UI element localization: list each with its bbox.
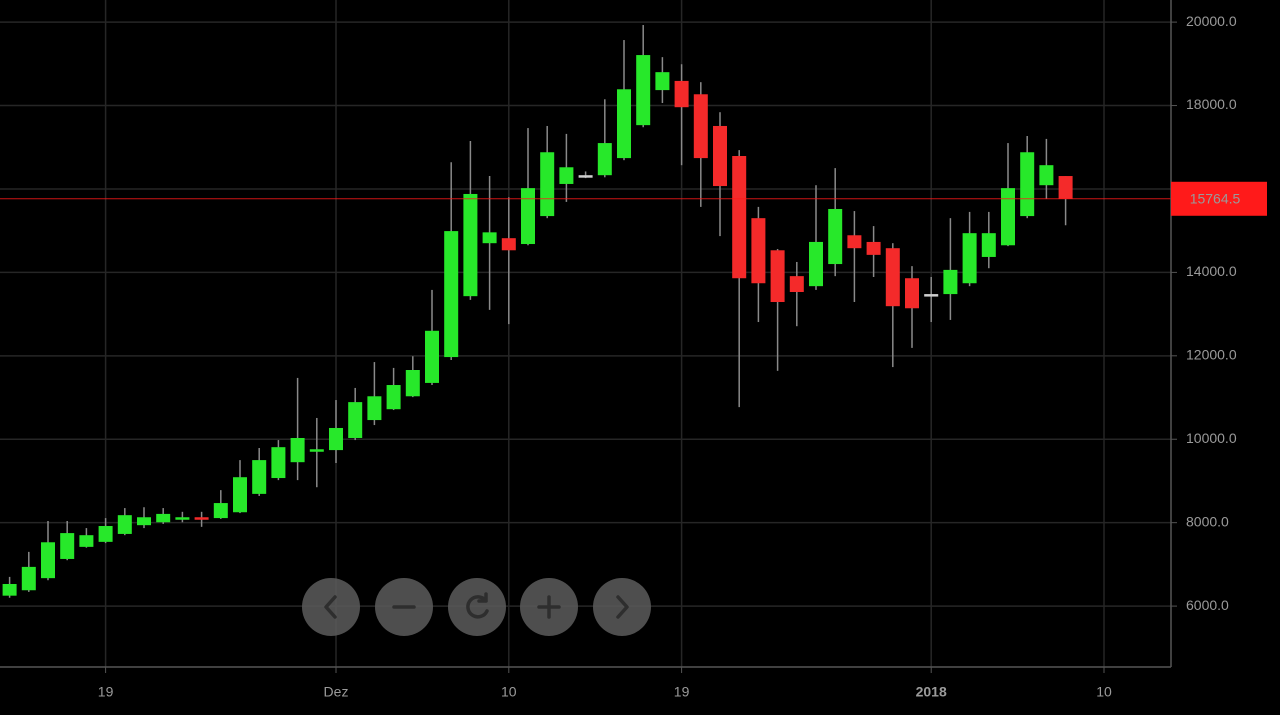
candle-body — [309, 449, 324, 452]
last-price-label: 15764.5 — [1190, 190, 1241, 206]
candle-body — [117, 515, 132, 534]
candle-body — [329, 427, 343, 451]
candle-body — [425, 330, 439, 383]
x-tick-label: Dez — [324, 684, 349, 700]
candle-body — [905, 278, 919, 309]
candle-body — [367, 396, 382, 421]
candle-body — [156, 513, 171, 523]
scroll-left-button[interactable] — [302, 578, 360, 636]
y-tick-label: 14000.0 — [1186, 263, 1237, 279]
candle-body — [809, 241, 823, 287]
candle-body — [233, 477, 247, 513]
y-tick-label: 6000.0 — [1186, 597, 1229, 613]
candle-body — [981, 233, 996, 257]
candle-body — [924, 294, 939, 297]
candle-body — [789, 276, 804, 292]
x-tick-label: 19 — [674, 684, 690, 700]
candle-body — [962, 233, 977, 284]
candle-body — [194, 517, 209, 520]
candle-body — [828, 208, 843, 265]
candle-body — [1001, 188, 1015, 246]
y-tick-label: 10000.0 — [1186, 430, 1237, 446]
candle-body — [751, 218, 766, 284]
y-tick-label: 20000.0 — [1186, 13, 1237, 29]
candle-body — [175, 517, 190, 520]
candle-body — [847, 235, 862, 249]
candle-body — [559, 167, 574, 184]
candle-body — [732, 156, 747, 279]
candles — [0, 25, 1171, 598]
candle-body — [482, 232, 497, 244]
candle-body — [463, 193, 478, 297]
candle-body — [636, 55, 651, 126]
candle-body — [444, 231, 459, 358]
candle-body — [98, 526, 113, 542]
y-tick-label: 18000.0 — [1186, 96, 1237, 112]
grid — [0, 0, 1171, 667]
candle-body — [137, 517, 151, 526]
y-tick-label: 12000.0 — [1186, 347, 1237, 363]
candle-body — [60, 533, 75, 559]
x-tick-label: 2018 — [916, 684, 947, 700]
candle-body — [1058, 176, 1073, 199]
candle-body — [271, 447, 286, 479]
candle-body — [674, 80, 689, 108]
candle-body — [41, 542, 55, 579]
candle-body — [885, 248, 900, 307]
scroll-right-button[interactable] — [593, 578, 651, 636]
candle-body — [617, 89, 631, 159]
candle-body — [2, 583, 17, 596]
candle-body — [501, 238, 516, 251]
candle-body — [21, 566, 36, 591]
labels: 6000.08000.010000.012000.014000.016000.0… — [98, 13, 1267, 700]
candle-body — [1039, 165, 1054, 186]
candle-body — [1020, 152, 1035, 217]
x-tick-label: 19 — [98, 684, 114, 700]
candle-body — [213, 503, 228, 519]
candle-body — [540, 152, 555, 217]
x-tick-label: 10 — [501, 684, 517, 700]
candle-body — [770, 250, 785, 303]
candle-body — [655, 72, 670, 91]
candle-body — [866, 241, 881, 255]
y-tick-label: 8000.0 — [1186, 513, 1229, 529]
candle-body — [693, 94, 708, 159]
candle-body — [597, 143, 612, 176]
candle-body — [713, 125, 727, 187]
candle-body — [290, 437, 305, 463]
reset-button[interactable] — [448, 578, 506, 636]
candle-body — [578, 175, 593, 178]
candle-body — [943, 269, 958, 295]
zoom-out-button[interactable] — [375, 578, 433, 636]
candle-body — [79, 535, 94, 547]
candle-body — [252, 460, 267, 494]
last-price-box — [1171, 181, 1267, 216]
zoom-in-button[interactable] — [520, 578, 578, 636]
candle-body — [405, 369, 420, 397]
x-tick-label: 10 — [1096, 684, 1112, 700]
candle-body — [521, 188, 535, 245]
candle-body — [386, 385, 401, 410]
candle-body — [348, 402, 363, 438]
